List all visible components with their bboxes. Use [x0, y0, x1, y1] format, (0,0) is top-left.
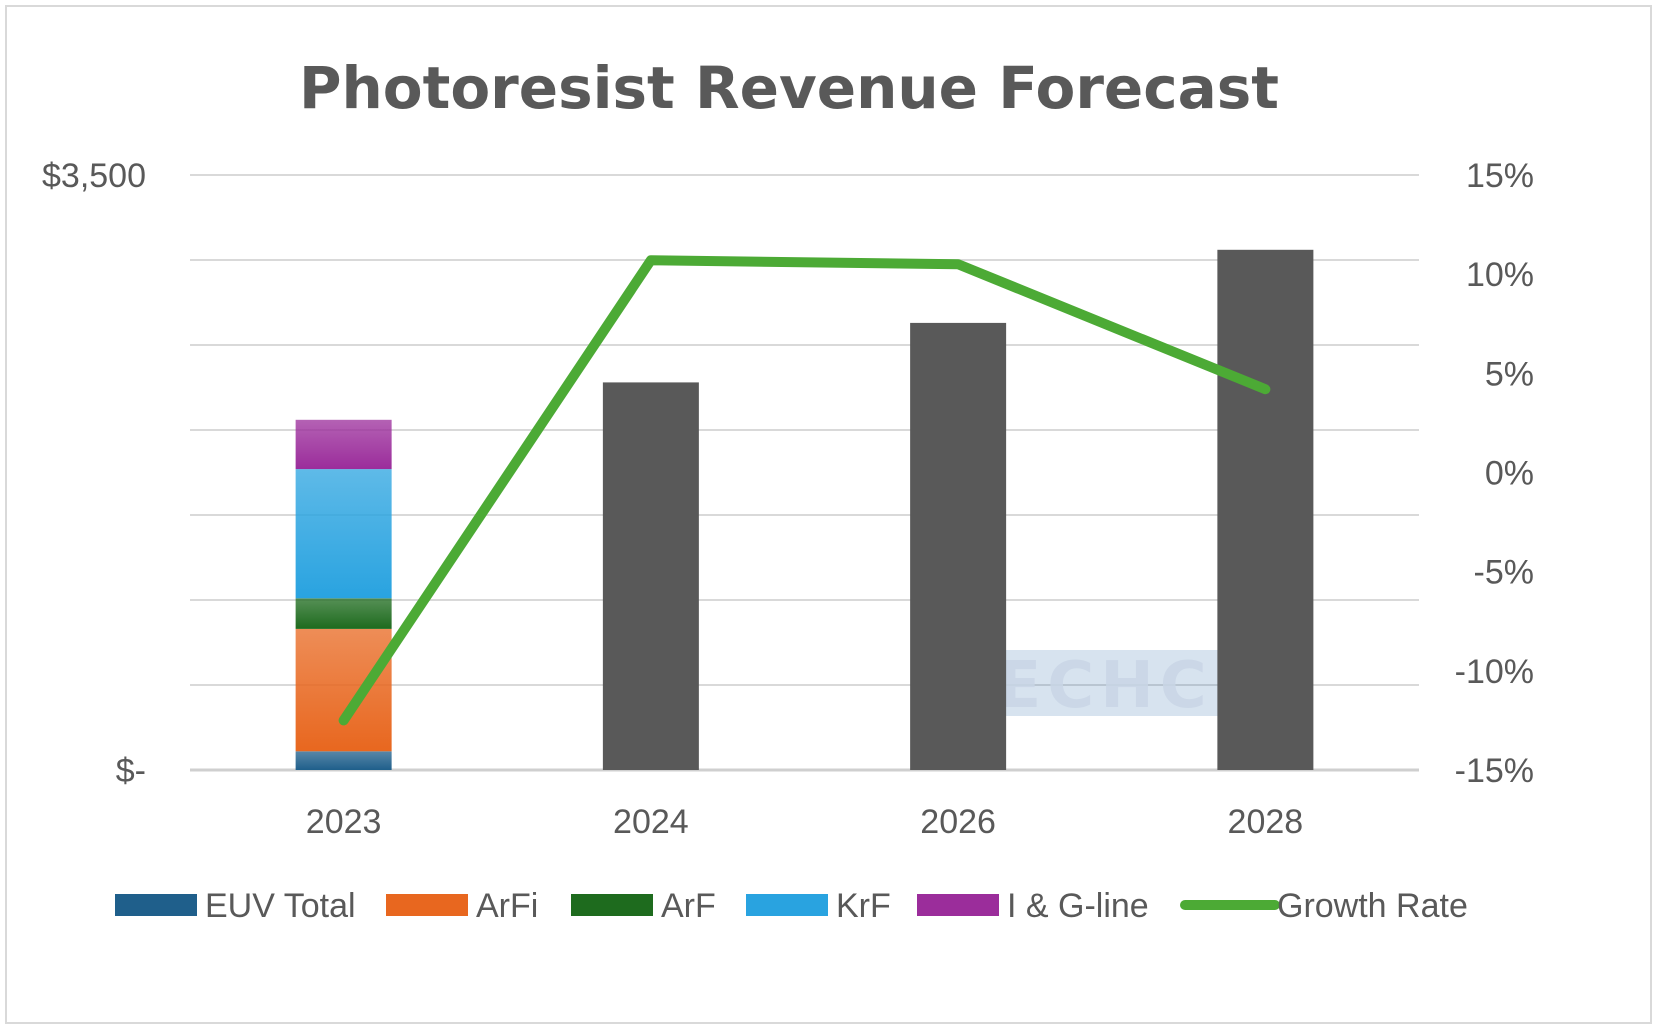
- chart-svg: TECHCET Photoresist Revenue Forecast $-$…: [42, 54, 1534, 925]
- bars: [295, 249, 1314, 771]
- y-right-tick-label: 10%: [1466, 256, 1534, 294]
- growth-rate-line: [338, 255, 1271, 726]
- bar-total-2026: [910, 322, 1007, 770]
- y-right-tick-label: 0%: [1485, 455, 1534, 493]
- x-axis-labels: 2023 2024 2026 2028: [306, 803, 1303, 841]
- y-axis-left-labels: $- $3,500: [42, 157, 146, 790]
- legend: EUV Total ArFi ArF KrF I & G-line Growth Rate: [115, 887, 1468, 925]
- legend-swatch: [386, 894, 468, 916]
- gridlines: [190, 174, 1419, 772]
- legend-swatch: [115, 894, 197, 916]
- y-right-tick-label: 15%: [1466, 157, 1534, 195]
- bar-total-2024: [602, 382, 699, 770]
- legend-label: Growth Rate: [1277, 887, 1468, 925]
- legend-label: I & G-line: [1007, 887, 1149, 925]
- chart-frame: TECHCET Photoresist Revenue Forecast $- $…: [5, 5, 1652, 1024]
- growth-line: [338, 255, 1271, 726]
- y-left-tick-label: $3,500: [42, 157, 146, 195]
- bar-krf-2023: [295, 469, 392, 599]
- y-right-tick-label: 5%: [1485, 355, 1534, 393]
- y-right-tick-label: -10%: [1455, 653, 1534, 691]
- bar-total-2028: [1217, 249, 1314, 771]
- legend-label: ArF: [661, 887, 716, 925]
- bar-euv-total-2023: [295, 751, 392, 770]
- x-tick-label: 2026: [920, 803, 996, 841]
- legend-swatch: [917, 894, 999, 916]
- y-axis-right-labels: -15% -10% -5% 0% 5% 10% 15%: [1455, 157, 1534, 790]
- legend-label: EUV Total: [205, 887, 356, 925]
- bar-arfi-2023: [295, 628, 392, 752]
- watermark-pill: [956, 650, 1304, 716]
- legend-swatch: [746, 894, 828, 916]
- legend-swatch: [571, 894, 653, 916]
- bar-i-g-line-2023: [295, 419, 392, 470]
- y-right-tick-label: -15%: [1455, 752, 1534, 790]
- x-tick-label: 2024: [613, 803, 689, 841]
- bar-arf-2023: [295, 598, 392, 629]
- x-tick-label: 2028: [1228, 803, 1304, 841]
- y-right-tick-label: -5%: [1474, 554, 1534, 592]
- legend-label: ArFi: [476, 887, 538, 925]
- legend-label: KrF: [836, 887, 891, 925]
- y-left-tick-label: $-: [116, 752, 146, 790]
- chart-title: Photoresist Revenue Forecast: [299, 54, 1279, 122]
- x-tick-label: 2023: [306, 803, 382, 841]
